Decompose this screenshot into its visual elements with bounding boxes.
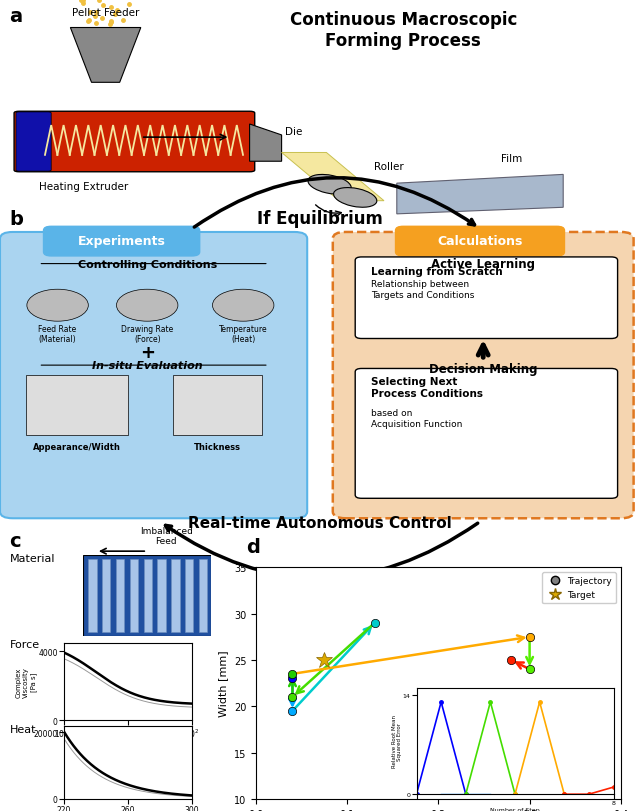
Circle shape: [116, 290, 178, 322]
Text: +: +: [140, 343, 155, 362]
Text: Real-time Autonomous Control: Real-time Autonomous Control: [188, 515, 452, 530]
Ellipse shape: [308, 175, 351, 195]
Text: Drawing Rate
(Force): Drawing Rate (Force): [121, 324, 173, 344]
Bar: [172, 560, 180, 633]
Polygon shape: [250, 125, 282, 162]
Y-axis label: Width [mm]: Width [mm]: [218, 650, 228, 717]
Text: Experiments: Experiments: [77, 235, 166, 248]
Text: Heat: Heat: [10, 724, 36, 734]
Text: Pellet Feeder: Pellet Feeder: [72, 7, 140, 18]
FancyBboxPatch shape: [396, 227, 564, 256]
FancyBboxPatch shape: [333, 233, 634, 519]
Bar: [173, 375, 262, 436]
Bar: [185, 560, 193, 633]
Text: Material: Material: [10, 553, 55, 563]
FancyBboxPatch shape: [355, 369, 618, 499]
Circle shape: [212, 290, 274, 322]
FancyBboxPatch shape: [44, 227, 200, 256]
Text: Selecting Next
Process Conditions: Selecting Next Process Conditions: [371, 377, 483, 398]
Text: Die: Die: [285, 127, 302, 137]
Text: d: d: [246, 537, 260, 556]
Text: Decision Making: Decision Making: [429, 363, 538, 375]
Text: Appearance/Width: Appearance/Width: [33, 442, 121, 451]
Bar: [130, 560, 138, 633]
Bar: [157, 560, 166, 633]
Y-axis label: Complex
Viscosity
[Pa s]: Complex Viscosity [Pa s]: [16, 666, 37, 697]
FancyBboxPatch shape: [0, 233, 307, 519]
FancyBboxPatch shape: [355, 258, 618, 339]
Text: Active Learning: Active Learning: [431, 258, 535, 271]
Bar: [116, 560, 124, 633]
Text: c: c: [10, 531, 21, 550]
Ellipse shape: [333, 188, 377, 208]
Text: Temperature
(Heat): Temperature (Heat): [219, 324, 268, 344]
Bar: [88, 560, 97, 633]
Bar: [143, 560, 152, 633]
Text: Force: Force: [10, 639, 40, 649]
Text: Thickness: Thickness: [194, 442, 241, 451]
FancyBboxPatch shape: [16, 113, 51, 172]
Bar: [26, 375, 128, 436]
Text: Film: Film: [501, 154, 523, 164]
Legend: Trajectory, Target: Trajectory, Target: [541, 573, 616, 603]
Text: Heating Extruder: Heating Extruder: [38, 182, 128, 191]
Text: a: a: [10, 6, 23, 25]
Polygon shape: [282, 153, 384, 201]
Text: Roller: Roller: [374, 162, 404, 172]
Text: Feed Rate
(Material): Feed Rate (Material): [38, 324, 77, 344]
Text: If Equilibrium: If Equilibrium: [257, 209, 383, 227]
Polygon shape: [397, 175, 563, 215]
Text: In-situ Evaluation: In-situ Evaluation: [92, 361, 202, 371]
Polygon shape: [70, 28, 141, 84]
Circle shape: [27, 290, 88, 322]
Text: Controlling Conditions: Controlling Conditions: [77, 260, 217, 269]
Text: Relationship between
Targets and Conditions: Relationship between Targets and Conditi…: [371, 280, 475, 299]
Text: Imbalanced
Feed: Imbalanced Feed: [140, 526, 193, 546]
Text: Learning from Scratch: Learning from Scratch: [371, 267, 503, 277]
Text: Calculations: Calculations: [437, 235, 523, 248]
FancyBboxPatch shape: [14, 112, 255, 173]
Text: based on
Acquisition Function: based on Acquisition Function: [371, 409, 463, 428]
Text: b: b: [10, 209, 24, 229]
Bar: [102, 560, 111, 633]
Text: Continuous Macroscopic
Forming Process: Continuous Macroscopic Forming Process: [289, 11, 517, 49]
X-axis label: Shear Rate [s$^{-1}$]: Shear Rate [s$^{-1}$]: [93, 744, 163, 757]
Bar: [199, 560, 207, 633]
